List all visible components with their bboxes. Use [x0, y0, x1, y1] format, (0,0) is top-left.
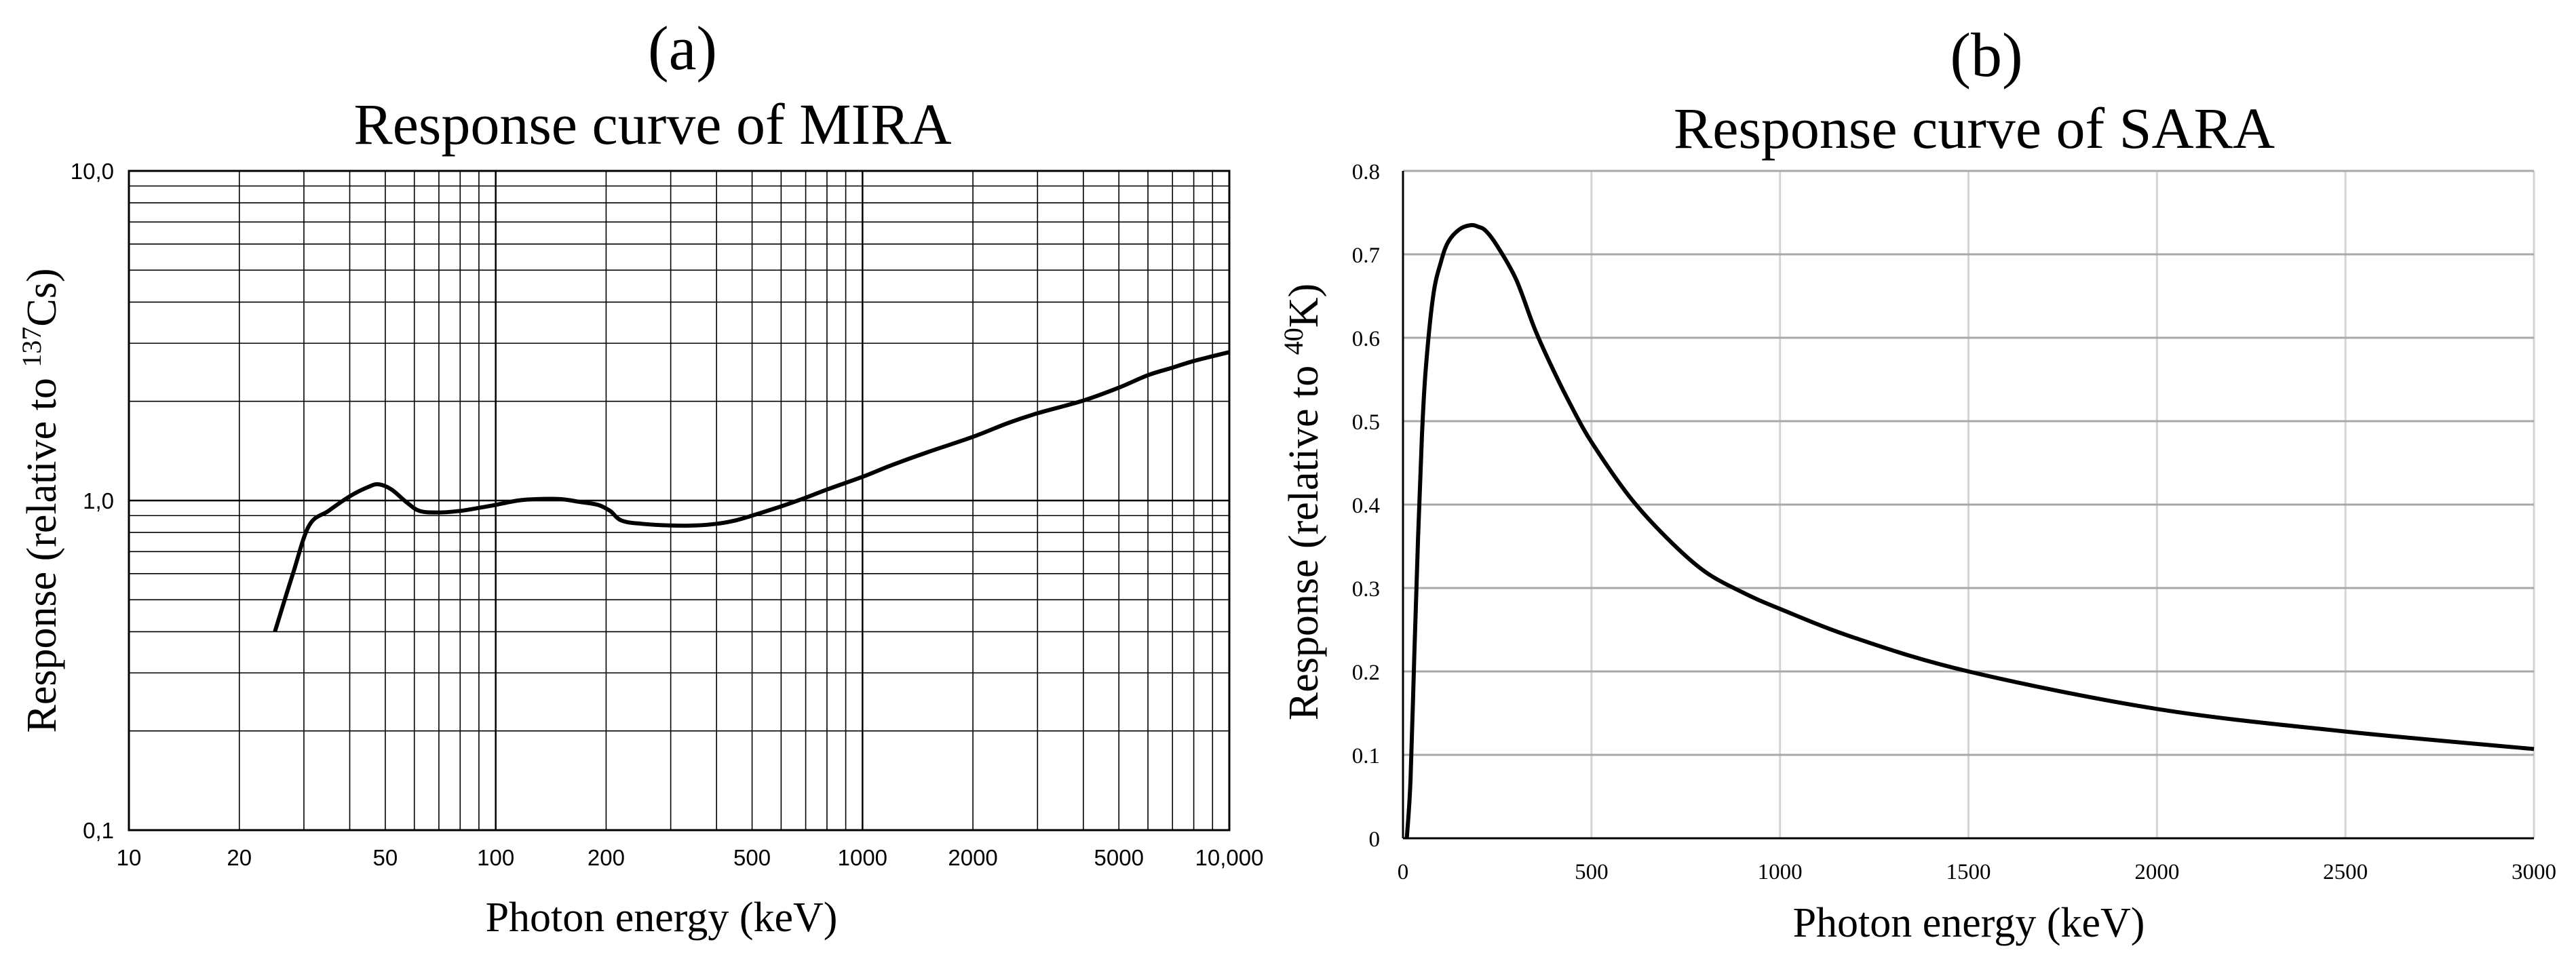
panel-a-x-ticks: 10 20 50 100 200 500 1000 2000 5000 10,000	[117, 845, 1264, 870]
panel-a-plot-frame	[128, 170, 1231, 831]
panel-b-title: Response curve of SARA	[1674, 96, 2275, 161]
panel-a-x-tick-label: 200	[588, 845, 625, 870]
panel-b-y-tick-label: 0.8	[1352, 160, 1380, 184]
panel-b-grid	[1403, 170, 2535, 838]
panel-b-y-tick-label: 0.2	[1352, 661, 1380, 685]
panel-a-y-axis-label: Response (relative to 137Cs)	[16, 268, 66, 732]
panel-a-x-tick-label: 5000	[1094, 845, 1144, 870]
panel-a-y-ticks: 0,1 1,0 10,0	[71, 159, 114, 843]
panel-b-y-tick-label: 0.4	[1352, 494, 1380, 518]
panel-a-x-axis-label: Photon energy (keV)	[486, 895, 838, 941]
panel-a-x-tick-label: 50	[373, 845, 398, 870]
panel-b-x-tick-label: 1500	[1946, 860, 1991, 884]
panel-a-x-tick-label: 10,000	[1195, 845, 1264, 870]
panel-a-x-tick-label: 10	[117, 845, 142, 870]
panel-a-mira: (a) Response curve of MIRA 10 20 50 100 200 5…	[16, 14, 1264, 941]
panel-b-y-axis-label: Response (relative to 40K)	[1278, 283, 1328, 720]
panel-b-x-tick-label: 500	[1575, 860, 1609, 884]
panel-b-sara: (b) Response curve of SARA 0 500 1000 1500 2…	[1278, 20, 2557, 946]
panel-a-y-tick-label: 1,0	[83, 488, 114, 513]
panel-b-x-tick-label: 3000	[2512, 860, 2556, 884]
panel-b-x-tick-label: 1000	[1758, 860, 1803, 884]
panel-a-x-tick-label: 500	[733, 845, 771, 870]
panel-a-series-line	[273, 350, 1230, 633]
panel-b-y-tick-label: 0.1	[1352, 744, 1380, 768]
panel-a-y-tick-label: 10,0	[71, 159, 114, 184]
panel-b-y-ticks: 0 0.1 0.2 0.3 0.4 0.5 0.6 0.7 0.8	[1352, 160, 1380, 852]
panel-b-x-axis-label: Photon energy (keV)	[1793, 900, 2145, 946]
panel-b-x-tick-label: 0	[1398, 860, 1409, 884]
panel-b-x-ticks: 0 500 1000 1500 2000 2500 3000	[1398, 860, 2556, 884]
panel-b-x-tick-label: 2000	[2134, 860, 2179, 884]
panel-b-y-tick-label: 0.5	[1352, 410, 1380, 435]
panel-a-x-tick-label: 100	[477, 845, 514, 870]
panel-b-y-tick-label: 0.3	[1352, 577, 1380, 602]
panel-b-x-tick-label: 2500	[2323, 860, 2368, 884]
panel-a-x-tick-label: 1000	[838, 845, 887, 870]
panel-b-y-tick-label: 0	[1369, 827, 1381, 852]
panel-a-x-tick-label: 20	[227, 845, 252, 870]
panel-a-grid	[129, 171, 1229, 830]
panel-a-label: (a)	[648, 14, 717, 83]
panel-a-x-tick-label: 2000	[948, 845, 997, 870]
panel-b-y-tick-label: 0.7	[1352, 243, 1380, 268]
panel-b-label: (b)	[1950, 20, 2022, 90]
panel-a-y-tick-label: 0,1	[83, 818, 114, 843]
panel-b-y-tick-label: 0.6	[1352, 327, 1380, 351]
panel-a-title: Response curve of MIRA	[353, 92, 951, 157]
panel-b-series-line	[1404, 222, 2535, 839]
